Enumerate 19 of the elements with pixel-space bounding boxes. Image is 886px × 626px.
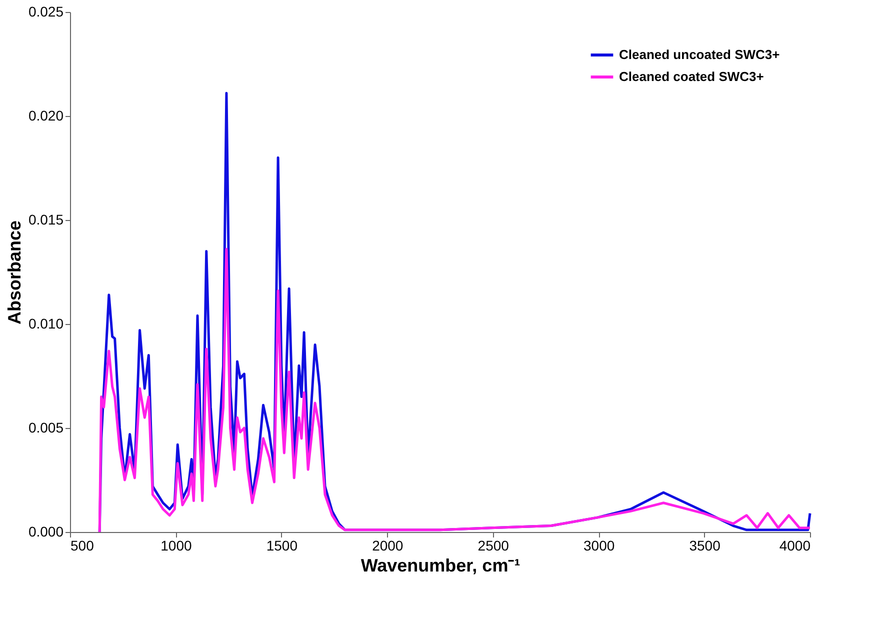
legend-label: Cleaned uncoated SWC3+ — [619, 47, 780, 62]
line-series — [98, 248, 812, 534]
y-tick-label: 0.025 — [28, 4, 64, 20]
y-tick-label: 0.010 — [28, 316, 64, 332]
x-tick-label: 3500 — [689, 538, 721, 554]
x-tick-label: 1500 — [266, 538, 298, 554]
x-tick-label: 2500 — [478, 538, 510, 554]
x-tick-label: 1000 — [160, 538, 192, 554]
x-tick-label: 4000 — [779, 538, 811, 554]
y-tick-label: 0.015 — [28, 212, 64, 228]
y-tick-label: 0.020 — [28, 108, 64, 124]
y-tick-label: 0.005 — [28, 420, 64, 436]
x-axis-title: Wavenumber, cm⁻¹ — [360, 556, 520, 576]
y-axis-title: Absorbance — [4, 220, 24, 325]
x-tick-label: 500 — [70, 538, 94, 554]
x-tick-label: 3000 — [583, 538, 615, 554]
x-tick-label: 2000 — [372, 538, 404, 554]
y-tick-label: 0.000 — [28, 524, 64, 540]
legend-label: Cleaned coated SWC3+ — [619, 69, 764, 84]
